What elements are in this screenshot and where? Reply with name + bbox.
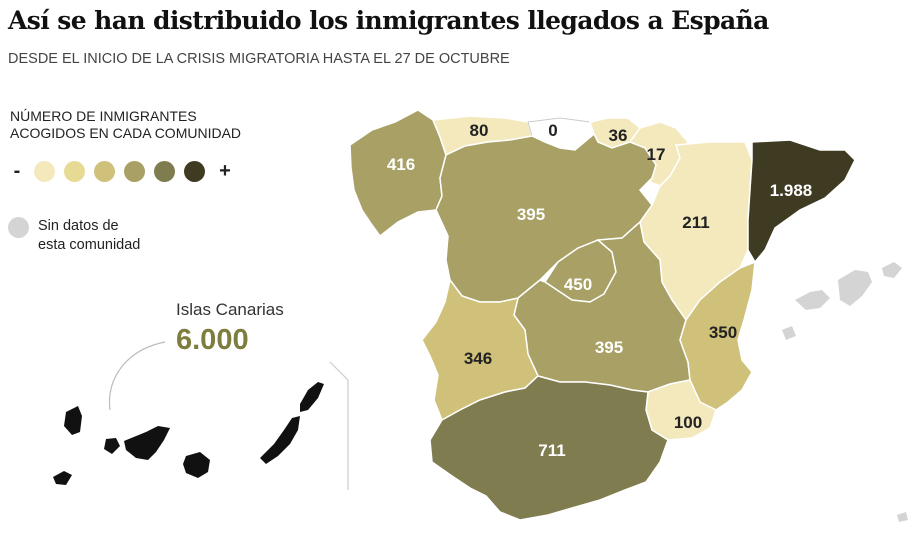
legend-swatch-1 bbox=[34, 160, 55, 182]
label-galicia: 416 bbox=[387, 155, 415, 174]
gran-canaria-island bbox=[183, 452, 210, 478]
label-navarra: 17 bbox=[647, 145, 666, 164]
label-extremadura: 346 bbox=[464, 349, 492, 368]
value-labels: 416 80 0 36 17 211 1.988 395 450 395 350… bbox=[387, 121, 812, 460]
legend-color-scale: - + bbox=[10, 158, 232, 184]
ceuta-melilla bbox=[897, 512, 908, 522]
label-castilla-y-leon: 395 bbox=[517, 205, 545, 224]
legend-max-sign: + bbox=[219, 159, 231, 182]
regions-layer bbox=[349, 109, 908, 522]
canarias-label: Islas Canarias bbox=[176, 300, 284, 319]
canary-islands bbox=[53, 382, 324, 485]
fuerteventura-island bbox=[260, 416, 300, 464]
no-data-swatch bbox=[8, 217, 29, 238]
region-valencia bbox=[679, 260, 756, 411]
legend-swatch-6 bbox=[184, 160, 205, 182]
label-cantabria: 0 bbox=[548, 121, 557, 140]
tenerife-island bbox=[124, 426, 170, 460]
no-data-label: Sin datos de esta comunidad bbox=[38, 217, 140, 255]
label-asturias: 80 bbox=[470, 121, 489, 140]
region-andalucia bbox=[429, 375, 669, 521]
legend-swatch-5 bbox=[154, 160, 175, 182]
legend-swatch-2 bbox=[64, 160, 85, 182]
label-andalucia: 711 bbox=[538, 441, 565, 460]
legend-min-sign: - bbox=[13, 159, 21, 182]
label-cataluna: 1.988 bbox=[770, 181, 813, 200]
region-cataluna bbox=[747, 139, 856, 264]
legend-title-line2: ACOGIDOS EN CADA COMUNIDAD bbox=[10, 125, 242, 141]
label-pais-vasco: 36 bbox=[609, 126, 628, 145]
lanzarote-island bbox=[300, 382, 324, 412]
la-gomera-island bbox=[104, 438, 120, 454]
no-data-line1: Sin datos de bbox=[38, 218, 119, 234]
no-data-line2: esta comunidad bbox=[38, 237, 141, 253]
legend-title: NÚMERO DE INMIGRANTES ACOGIDOS EN CADA C… bbox=[10, 108, 310, 142]
la-palma-island bbox=[64, 406, 82, 435]
legend-swatch-4 bbox=[124, 160, 145, 182]
label-castilla-la-mancha: 395 bbox=[595, 338, 623, 357]
el-hierro-island bbox=[53, 471, 72, 485]
page-title: Así se han distribuido los inmigrantes l… bbox=[8, 6, 769, 35]
label-aragon: 211 bbox=[682, 213, 709, 232]
label-madrid: 450 bbox=[564, 275, 592, 294]
canarias-frame-line bbox=[329, 361, 349, 490]
label-valencia: 350 bbox=[709, 323, 737, 342]
page-subtitle: DESDE EL INICIO DE LA CRISIS MIGRATORIA … bbox=[8, 51, 510, 67]
region-baleares bbox=[782, 262, 902, 340]
legend-title-line1: NÚMERO DE INMIGRANTES bbox=[10, 108, 197, 124]
canarias-callout-line bbox=[108, 341, 166, 411]
label-murcia: 100 bbox=[674, 413, 702, 432]
canarias-value: 6.000 bbox=[176, 324, 249, 356]
legend-swatch-3 bbox=[94, 160, 115, 182]
